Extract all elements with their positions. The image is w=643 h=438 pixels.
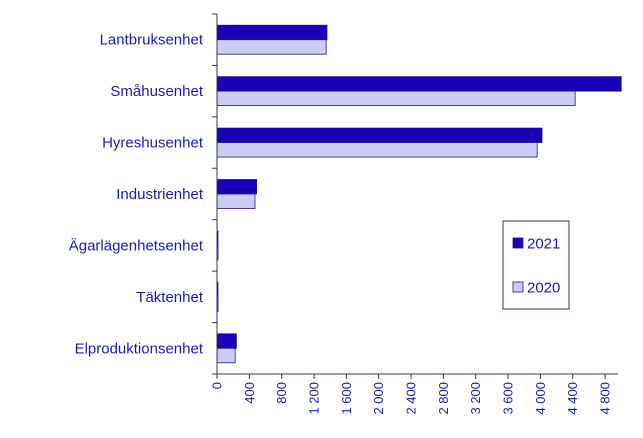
legend-label-2020: 2020	[527, 280, 560, 297]
x-tick-label: 1 600	[339, 382, 354, 415]
category-label: Ägarlägenhetsenhet	[69, 237, 204, 254]
x-tick-label: 800	[274, 382, 289, 404]
bar-2020-1	[216, 90, 576, 107]
legend-swatch-2021	[512, 237, 524, 249]
x-axis-ticks: 0 400 800 1 200 1 600 2 000 2 400 2 800 3 200 3 6…	[210, 374, 613, 415]
x-tick-label: 3 600	[501, 382, 516, 415]
category-label: Industrienhet	[116, 186, 204, 203]
bar-2020-2	[216, 142, 538, 158]
bar-2020-3	[216, 193, 256, 209]
x-tick-label: 2 000	[371, 382, 386, 415]
bar-2021-0	[216, 24, 328, 41]
x-tick-label: 4 800	[598, 382, 613, 415]
x-tick-label: 1 200	[307, 382, 322, 415]
legend: 2021 2020	[502, 220, 570, 310]
legend-swatch-2020	[512, 281, 524, 293]
category-label: Hyreshusenhet	[102, 135, 204, 152]
bar-2020-6	[216, 347, 236, 364]
bar-2021-3	[216, 179, 258, 195]
x-tick-label: 3 200	[468, 382, 483, 415]
bar-2021-1	[216, 76, 622, 92]
bar-2021-2	[216, 127, 543, 143]
category-label: Småhusenhet	[110, 83, 203, 100]
x-tick-label: 4 400	[565, 382, 580, 415]
category-label: Lantbruksenhet	[100, 32, 204, 49]
x-tick-label: 2 800	[436, 382, 451, 415]
y-axis-ticks	[212, 13, 217, 375]
category-label: Elproduktionsenhet	[75, 340, 204, 357]
x-tick-label: 0	[210, 382, 225, 389]
bars-group	[216, 24, 622, 364]
bar-2020-0	[216, 39, 327, 55]
x-tick-label: 4 000	[533, 382, 548, 415]
x-tick-label: 400	[242, 382, 257, 404]
x-tick-label: 2 400	[404, 382, 419, 415]
category-label: Täktenhet	[136, 289, 204, 306]
category-labels: Lantbruksenhet Småhusenhet Hyreshusenhet In…	[69, 32, 204, 358]
bar-2021-6	[216, 333, 237, 349]
legend-box	[502, 220, 570, 310]
legend-label-2021: 2021	[527, 236, 560, 253]
